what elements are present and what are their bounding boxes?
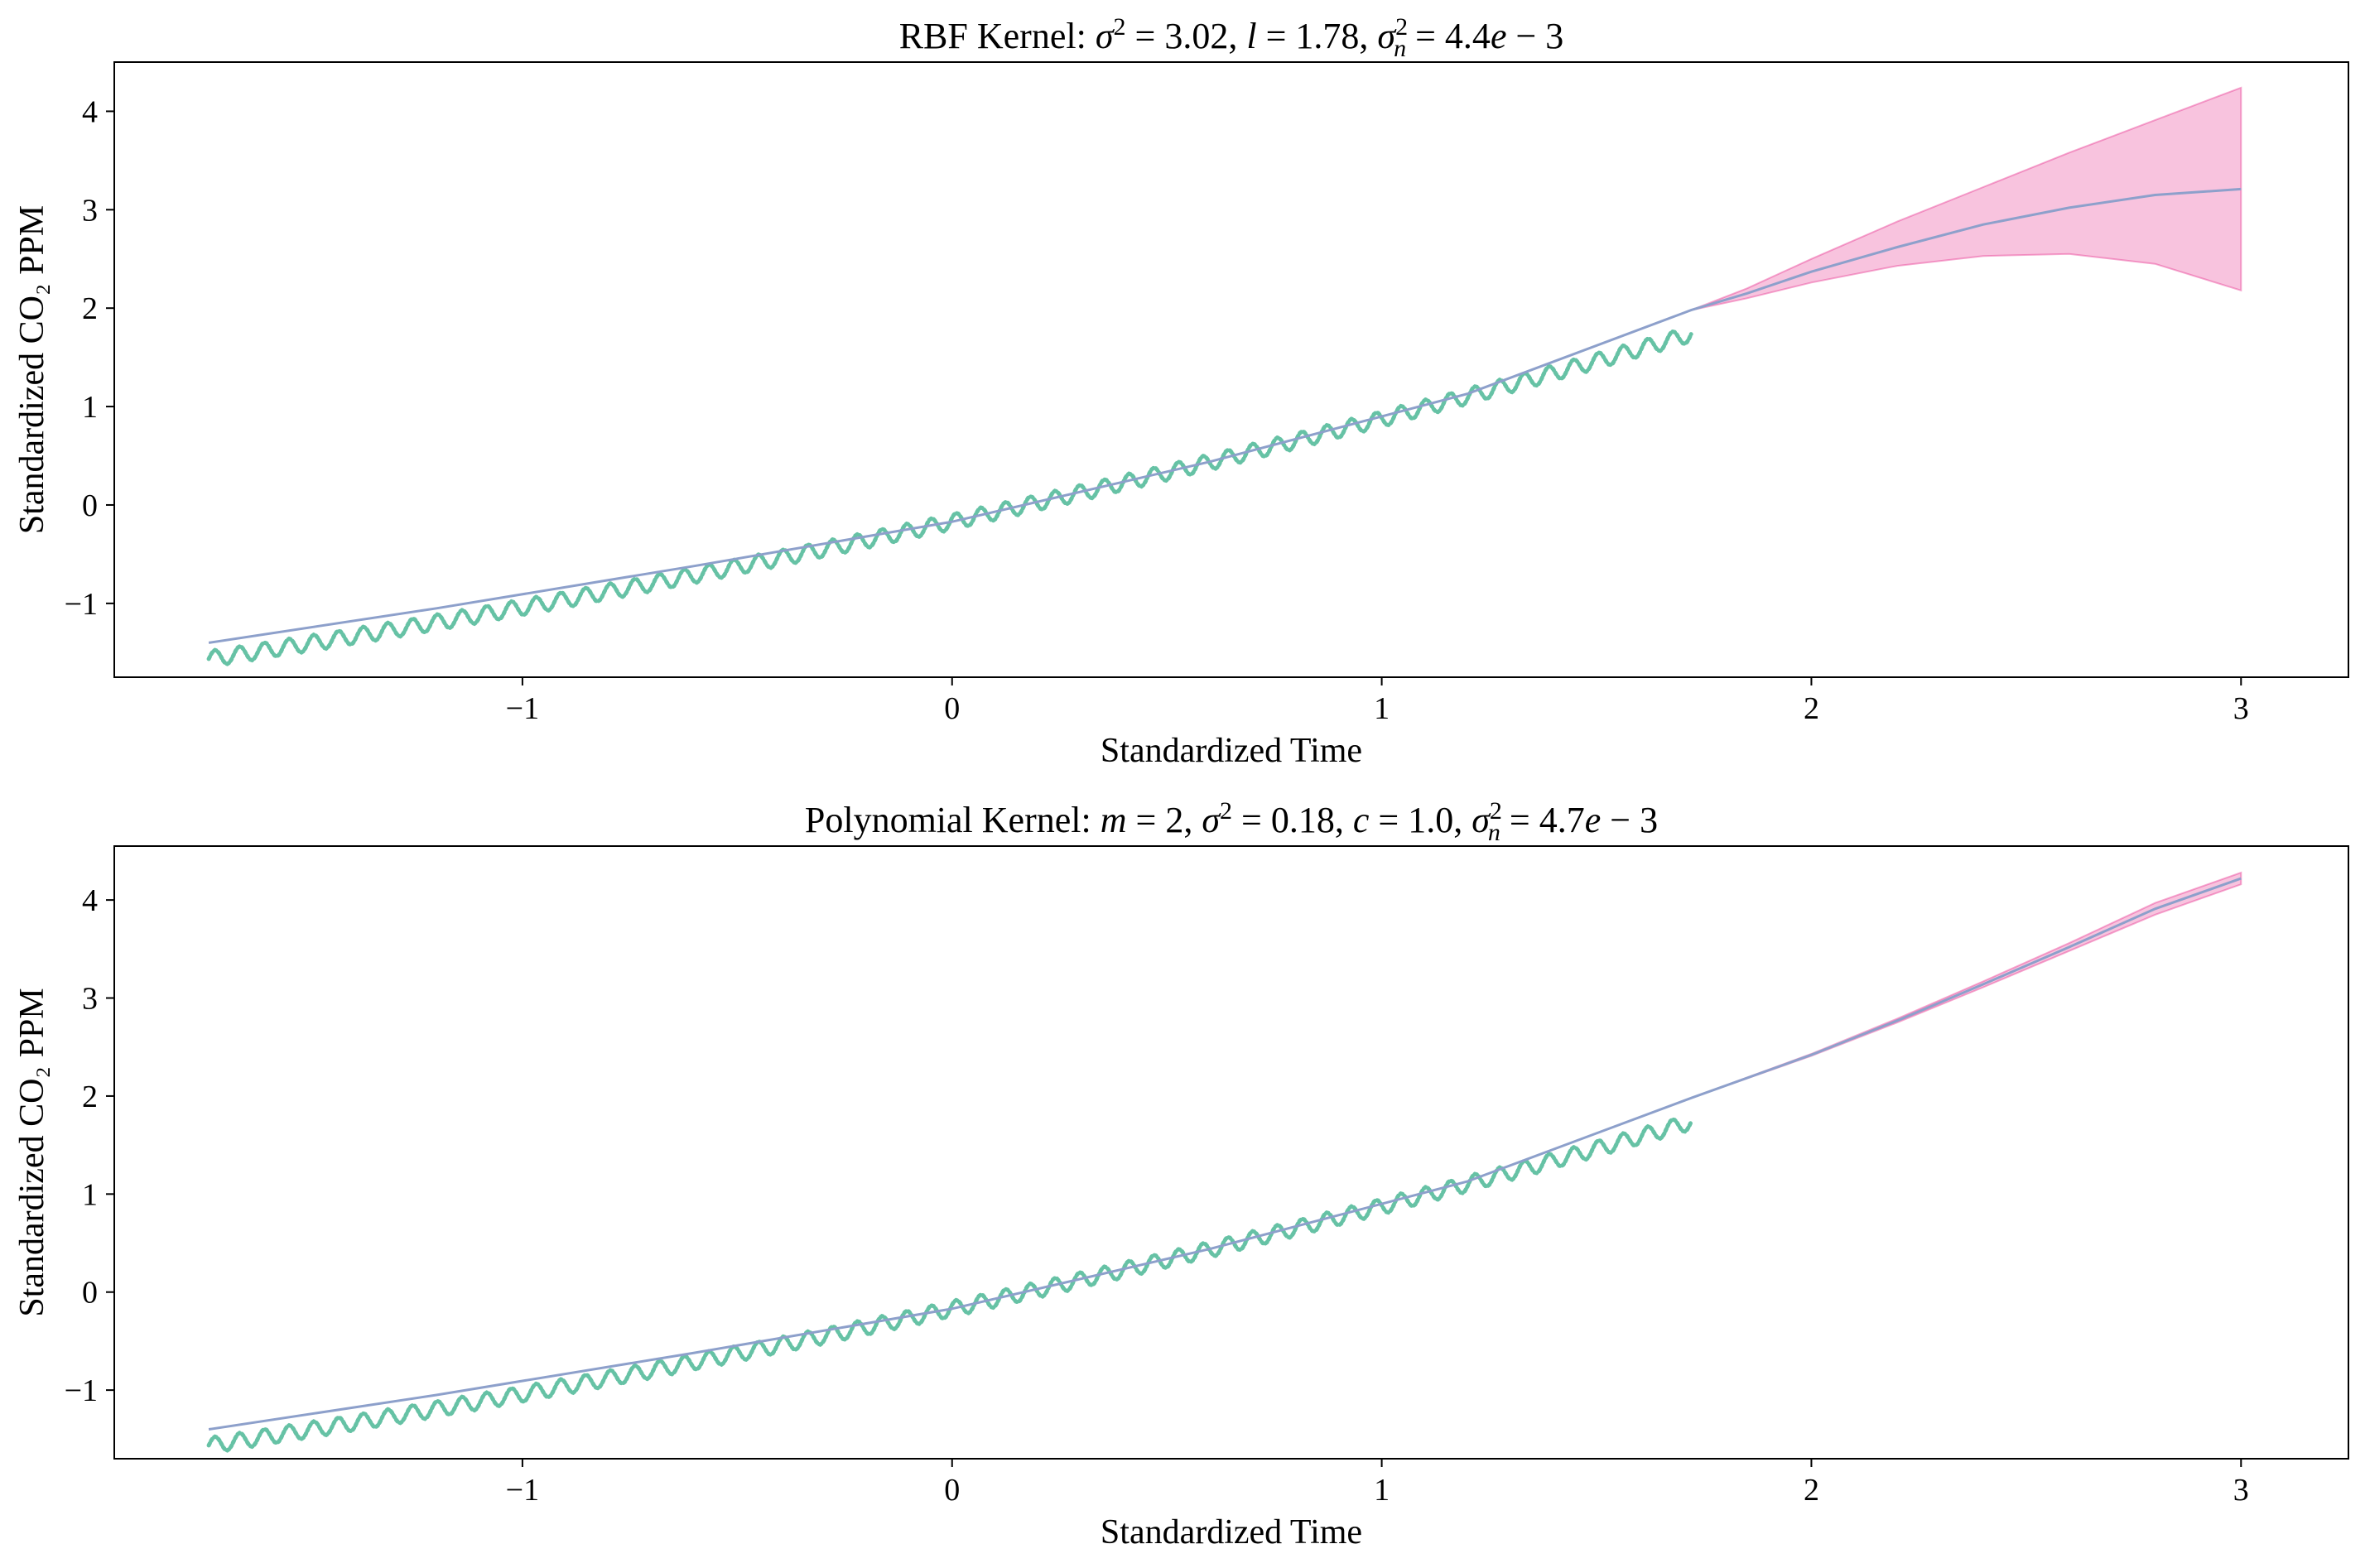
y-tick-label: −1 xyxy=(65,1373,98,1408)
panel-title: RBF Kernel: σ2 = 3.02, l = 1.78, σ2 n = 4… xyxy=(899,13,1564,62)
x-tick-label: −1 xyxy=(506,691,539,726)
x-tick-label: 1 xyxy=(1374,1473,1390,1508)
x-tick-label: 3 xyxy=(2233,1473,2249,1508)
y-tick-label: 4 xyxy=(82,94,98,129)
y-tick-label: 3 xyxy=(82,982,98,1017)
axes-frame xyxy=(113,61,2349,678)
predictive-mean-line xyxy=(208,187,2242,644)
x-tick-label: 0 xyxy=(944,691,960,726)
y-tick-label: 3 xyxy=(82,193,98,228)
x-axis-label: Standardized Time xyxy=(1101,1513,1362,1551)
plot-area xyxy=(206,871,2242,1453)
y-tick-label: 0 xyxy=(82,488,98,523)
y-tick-label: 0 xyxy=(82,1276,98,1311)
plot-area xyxy=(206,86,2242,666)
x-tick-label: 2 xyxy=(1804,691,1819,726)
observed-data-series xyxy=(206,1117,1693,1453)
panel-title: Polynomial Kernel: m = 2, σ2 = 0.18, c =… xyxy=(805,797,1658,846)
observed-data-series xyxy=(206,329,1693,666)
y-tick-label: 4 xyxy=(82,883,98,918)
x-tick-label: 0 xyxy=(944,1473,960,1508)
y-axis-label: Standardized CO₂ PPM xyxy=(13,988,51,1316)
y-tick-label: 2 xyxy=(82,1080,98,1114)
x-tick-label: −1 xyxy=(506,1473,539,1508)
x-tick-label: 1 xyxy=(1374,691,1390,726)
confidence-band xyxy=(208,871,2242,1431)
x-tick-label: 2 xyxy=(1804,1473,1819,1508)
y-tick-label: 1 xyxy=(82,390,98,425)
polynomial-kernel-panel: −1 0 1 2 3 −1 0 1 2 3 4 Standardized Time Standardiz… xyxy=(13,797,2349,1551)
x-axis-label: Standardized Time xyxy=(1101,732,1362,770)
y-tick-label: 2 xyxy=(82,291,98,326)
rbf-kernel-panel: −1 0 1 2 3 −1 0 1 2 3 4 Standardized Time Standardiz… xyxy=(13,13,2349,770)
y-tick-label: −1 xyxy=(65,587,98,622)
y-axis-label: Standardized CO₂ PPM xyxy=(13,205,51,534)
predictive-mean-line xyxy=(208,877,2242,1431)
x-tick-label: 3 xyxy=(2233,691,2249,726)
confidence-band xyxy=(208,86,2242,644)
y-tick-label: 1 xyxy=(82,1177,98,1212)
axes-frame xyxy=(113,845,2349,1460)
